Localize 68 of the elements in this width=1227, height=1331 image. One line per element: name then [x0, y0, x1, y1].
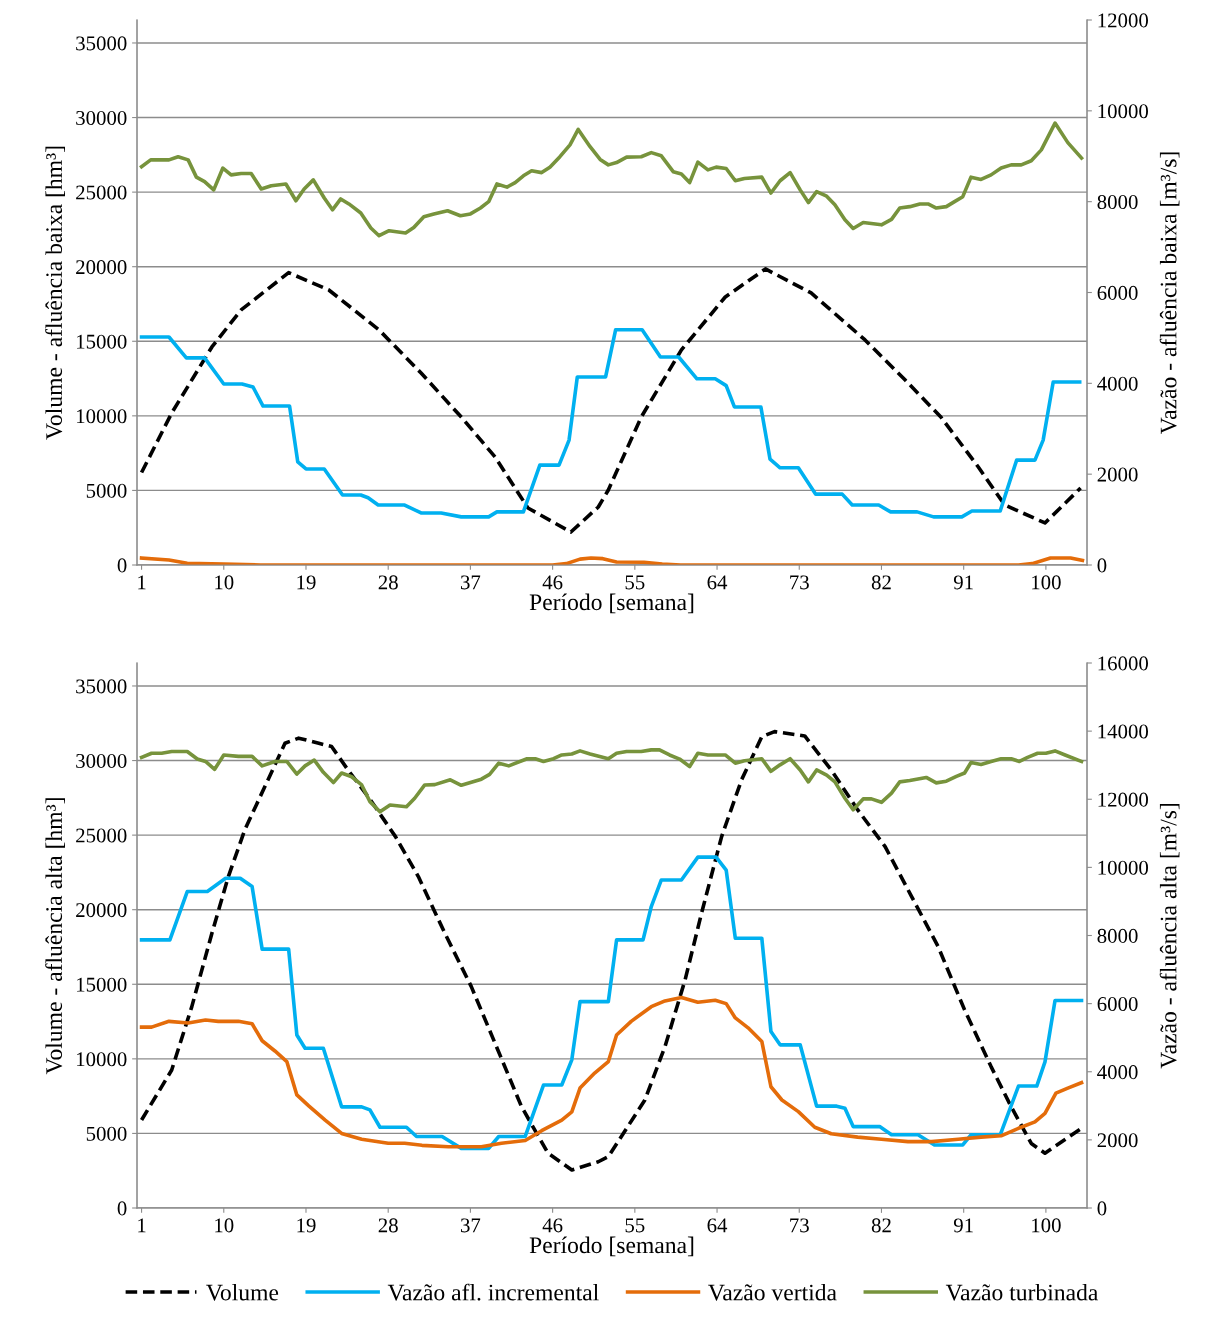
y2-axis-title: Vazão - afluência baixa [m³/s] [1159, 152, 1180, 435]
y-tick-label: 5000 [86, 483, 127, 498]
y-tick-label: 10000 [77, 409, 127, 424]
x-axis-title: Período [semana] [529, 593, 694, 614]
y2-tick-label: 2000 [1097, 467, 1138, 482]
x-tick-label: 28 [378, 1218, 398, 1233]
x-tick-label: 64 [707, 1218, 728, 1233]
x-tick-label: 46 [542, 575, 563, 590]
x-tick-label: 91 [953, 575, 973, 590]
y2-tick-label: 2000 [1097, 1133, 1138, 1148]
x-tick-label: 19 [297, 575, 316, 590]
legend-label: Vazão afl. incremental [387, 1283, 599, 1301]
x-tick-label: 37 [460, 575, 481, 590]
y-tick-label: 0 [117, 558, 127, 573]
y2-tick-label: 10000 [1098, 860, 1149, 875]
y-axis-title: Volume - afluência baixa [hm³] [45, 146, 65, 440]
x-tick-label: 73 [790, 575, 809, 590]
x-tick-label: 10 [215, 575, 234, 590]
y2-tick-label: 0 [1097, 558, 1107, 573]
y-tick-label: 35000 [76, 36, 127, 51]
x-tick-label: 73 [790, 1218, 809, 1233]
y2-tick-label: 4000 [1097, 376, 1138, 391]
y2-tick-label: 6000 [1097, 285, 1138, 300]
x-tick-label: 46 [542, 1218, 563, 1233]
y-tick-label: 30000 [76, 110, 127, 125]
y-tick-label: 5000 [86, 1126, 127, 1141]
line-series [139, 327, 1082, 519]
y2-tick-label: 12000 [1098, 792, 1149, 807]
x-tick-label: 91 [953, 1218, 973, 1233]
y2-tick-label: 12000 [1098, 13, 1149, 28]
y-tick-label: 15000 [77, 977, 127, 992]
x-tick-label: 19 [297, 1218, 316, 1233]
y2-tick-label: 0 [1097, 1201, 1107, 1216]
y2-tick-label: 6000 [1097, 997, 1138, 1012]
y2-tick-label: 8000 [1097, 928, 1138, 943]
y2-tick-label: 8000 [1097, 195, 1138, 210]
y-tick-label: 0 [117, 1201, 127, 1216]
y2-axis-title: Vazão - afluência alta [m³/s] [1159, 803, 1180, 1069]
x-tick-label: 28 [378, 575, 398, 590]
x-tick-label: 100 [1032, 1218, 1061, 1233]
y-tick-label: 20000 [76, 903, 127, 918]
y2-tick-label: 14000 [1098, 724, 1149, 739]
x-tick-label: 55 [625, 1218, 645, 1233]
y-tick-label: 10000 [77, 1052, 127, 1067]
x-tick-label: 37 [460, 1218, 481, 1233]
x-tick-label: 55 [625, 575, 645, 590]
x-tick-label: 1 [138, 575, 146, 590]
x-tick-label: 64 [707, 575, 728, 590]
y-tick-label: 30000 [76, 753, 127, 768]
y2-tick-label: 10000 [1098, 104, 1149, 119]
y-tick-label: 35000 [76, 679, 127, 694]
x-tick-label: 100 [1032, 575, 1061, 590]
y2-tick-label: 4000 [1097, 1065, 1138, 1080]
y-axis-title: Volume - afluência alta [hm³] [45, 798, 65, 1075]
x-tick-label: 1 [138, 1218, 146, 1233]
legend-label: Vazão turbinada [945, 1283, 1099, 1301]
y2-tick-label: 16000 [1098, 656, 1149, 671]
x-tick-label: 82 [871, 1218, 891, 1233]
x-tick-label: 82 [871, 575, 891, 590]
line-series [139, 267, 1083, 534]
x-axis-title: Período [semana] [529, 1236, 694, 1257]
y-tick-label: 25000 [76, 185, 127, 200]
y-tick-label: 20000 [76, 260, 127, 275]
y-tick-label: 15000 [77, 334, 127, 349]
legend-label: Volume [206, 1283, 279, 1301]
x-tick-label: 10 [215, 1218, 234, 1233]
legend-label: Vazão vertida [708, 1283, 837, 1301]
y-tick-label: 25000 [76, 828, 127, 843]
